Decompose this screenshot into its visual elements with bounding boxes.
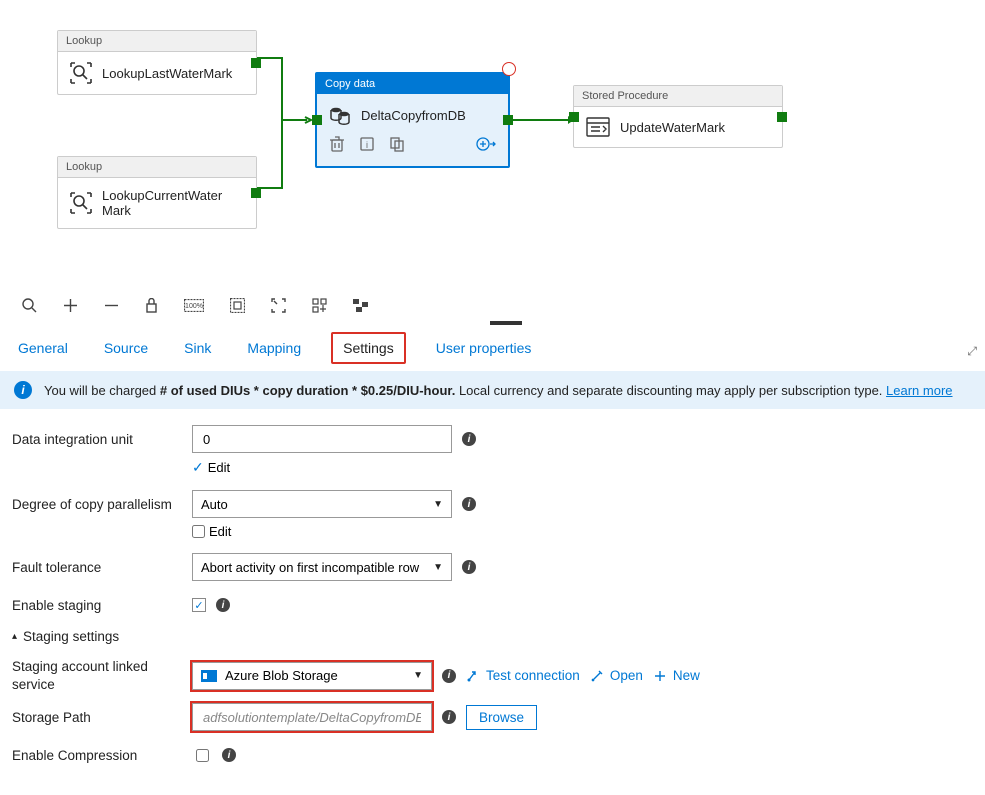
validation-error-icon [502,62,516,76]
open-link[interactable]: Open [590,668,643,683]
connector [257,58,315,198]
add-output-icon[interactable] [476,136,496,156]
activity-stored-procedure[interactable]: Stored Procedure UpdateWaterMark [573,85,783,148]
activity-lookup-current-watermark[interactable]: Lookup LookupCurrentWater Mark [57,156,257,229]
tab-sink[interactable]: Sink [178,332,217,364]
activity-type-label: Lookup [58,157,256,178]
pipeline-canvas[interactable]: Lookup LookupLastWaterMark Lookup Lookup… [0,0,985,280]
svg-text:100%: 100% [185,303,203,310]
expand-icon[interactable]: ⤢ [967,344,977,359]
activity-lookup-last-watermark[interactable]: Lookup LookupLastWaterMark [57,30,257,95]
staging-settings-header[interactable]: Staging settings [12,629,973,644]
fit-icon[interactable] [230,298,245,317]
help-icon[interactable]: i [442,669,456,683]
stored-procedure-icon [586,117,610,137]
panel-resize-handle[interactable] [490,321,522,325]
pricing-info-banner: i You will be charged # of used DIUs * c… [0,371,985,409]
diu-label: Data integration unit [12,432,192,447]
diu-input[interactable] [192,425,452,453]
layout-icon[interactable] [353,299,368,316]
activity-type-label: Lookup [58,31,256,52]
clone-icon[interactable] [389,136,405,156]
tab-source[interactable]: Source [98,332,154,364]
activity-label: LookupCurrentWater Mark [102,188,222,218]
remove-icon[interactable] [104,298,119,317]
learn-more-link[interactable]: Learn more [886,383,952,398]
help-icon[interactable]: i [462,560,476,574]
tab-settings[interactable]: Settings [331,332,406,364]
help-icon[interactable]: i [442,710,456,724]
linked-service-label: Staging account linked service [12,658,192,693]
browse-button[interactable]: Browse [466,705,537,730]
linked-service-select[interactable]: Azure Blob Storage▼ [192,662,432,690]
enable-staging-label: Enable staging [12,598,192,613]
diu-edit-check[interactable]: ✓Edit [192,459,973,476]
fullscreen-icon[interactable] [271,298,286,317]
settings-panel: Data integration unit i ✓Edit Degree of … [0,409,985,795]
connector [510,119,568,121]
blob-storage-icon [201,670,217,682]
banner-text: You will be charged # of used DIUs * cop… [44,383,953,398]
output-port[interactable] [777,112,787,122]
lock-icon[interactable] [145,298,158,317]
help-icon[interactable]: i [462,497,476,511]
copy-icon [329,104,351,126]
test-connection-link[interactable]: Test connection [466,668,580,683]
activity-label: LookupLastWaterMark [102,66,232,81]
help-icon[interactable]: i [216,598,230,612]
activity-tabs: General Source Sink Mapping Settings Use… [0,332,985,365]
search-icon[interactable] [22,298,37,317]
align-icon[interactable] [312,298,327,317]
activity-type-label: Copy data [317,74,508,94]
activity-label: DeltaCopyfromDB [361,108,466,123]
help-icon[interactable]: i [222,748,236,762]
parallelism-label: Degree of copy parallelism [12,497,192,512]
delete-icon[interactable] [329,136,345,156]
tab-user-properties[interactable]: User properties [430,332,538,364]
help-icon[interactable]: i [462,432,476,446]
enable-compression-label: Enable Compression [12,748,192,763]
add-icon[interactable] [63,298,78,317]
parallelism-edit-check[interactable]: Edit [192,524,973,539]
activity-copy-data[interactable]: Copy data DeltaCopyfromDB i [315,72,510,168]
lookup-icon [70,192,92,214]
storage-path-input[interactable] [192,703,432,731]
fault-tolerance-label: Fault tolerance [12,560,192,575]
activity-type-label: Stored Procedure [574,86,782,107]
lookup-icon [70,62,92,84]
zoom-100-icon[interactable]: 100% [184,299,204,316]
fault-tolerance-select[interactable]: Abort activity on first incompatible row… [192,553,452,581]
enable-staging-checkbox[interactable]: ✓ [192,598,206,612]
new-link[interactable]: New [653,668,700,683]
enable-compression-checkbox[interactable] [196,749,209,762]
storage-path-label: Storage Path [12,710,192,725]
info-icon: i [14,381,32,399]
tab-general[interactable]: General [12,332,74,364]
svg-text:i: i [366,140,368,150]
activity-label: UpdateWaterMark [620,120,725,135]
parallelism-select[interactable]: Auto▼ [192,490,452,518]
tab-mapping[interactable]: Mapping [241,332,307,364]
info-icon[interactable]: i [359,136,375,156]
